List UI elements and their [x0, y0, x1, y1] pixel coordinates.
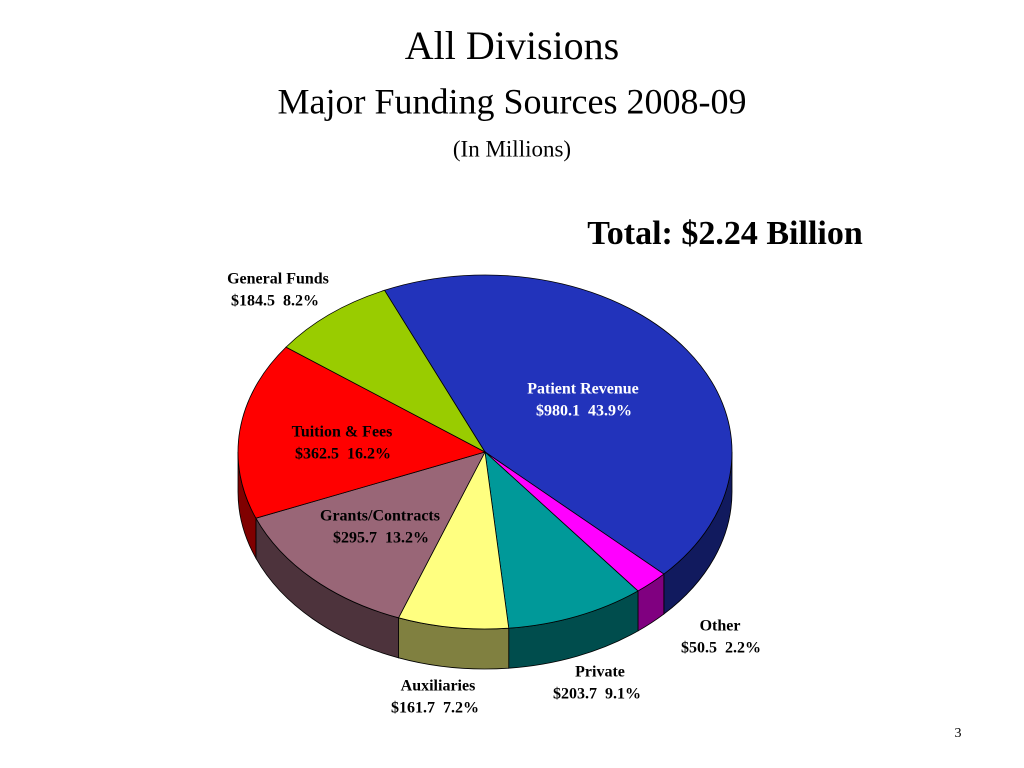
slice-value: $295.7 — [333, 530, 377, 547]
slice — [285, 289, 487, 454]
slice-percent: 13.2% — [385, 530, 429, 547]
chart-title: All Divisions — [405, 23, 619, 68]
slice — [484, 450, 639, 629]
slice-value: $980.1 — [536, 403, 580, 420]
slice — [255, 451, 486, 619]
slice-label: Grants/Contracts $295.7 13.2% — [320, 508, 440, 547]
slice-value: $362.5 — [295, 446, 339, 463]
slice-percent: 43.9% — [588, 403, 632, 420]
slice-percent: 16.2% — [347, 446, 391, 463]
slice — [237, 346, 487, 519]
total-annotation: Total: $2.24 Billion — [587, 215, 863, 252]
slice-label: Patient Revenue $980.1 43.9% — [527, 381, 639, 420]
chart-subtitle: Major Funding Sources 2008-09 — [278, 81, 747, 121]
slice-value: $50.5 — [681, 640, 717, 657]
slice — [397, 450, 510, 630]
slice-name: Grants/Contracts — [320, 508, 440, 525]
slice-percent: 8.2% — [283, 293, 319, 310]
slice-name: General Funds — [227, 271, 329, 288]
slice-name: Patient Revenue — [527, 381, 639, 398]
slice-label: General Funds $184.5 8.2% — [227, 271, 329, 310]
slice-value: $184.5 — [231, 293, 275, 310]
slice-label: Auxiliaries $161.7 7.2% — [391, 678, 479, 717]
slice — [383, 274, 733, 575]
page-number: 3 — [955, 726, 962, 741]
slice-name: Private — [575, 664, 625, 681]
unit-note: (In Millions) — [453, 136, 571, 161]
slice-label: Other $50.5 2.2% — [681, 618, 761, 657]
slice-label: Tuition & Fees $362.5 16.2% — [292, 424, 393, 463]
slice-name: Other — [700, 618, 741, 635]
slice-value: $203.7 — [553, 686, 597, 703]
slice-percent: 2.2% — [725, 640, 761, 657]
slice-percent: 7.2% — [443, 700, 479, 717]
slice-percent: 9.1% — [605, 686, 641, 703]
slice-name: Tuition & Fees — [292, 424, 393, 441]
slice-name: Auxiliaries — [401, 678, 476, 695]
pie-top — [237, 274, 733, 630]
slice-label: Private $203.7 9.1% — [553, 664, 641, 703]
slice-value: $161.7 — [391, 700, 435, 717]
